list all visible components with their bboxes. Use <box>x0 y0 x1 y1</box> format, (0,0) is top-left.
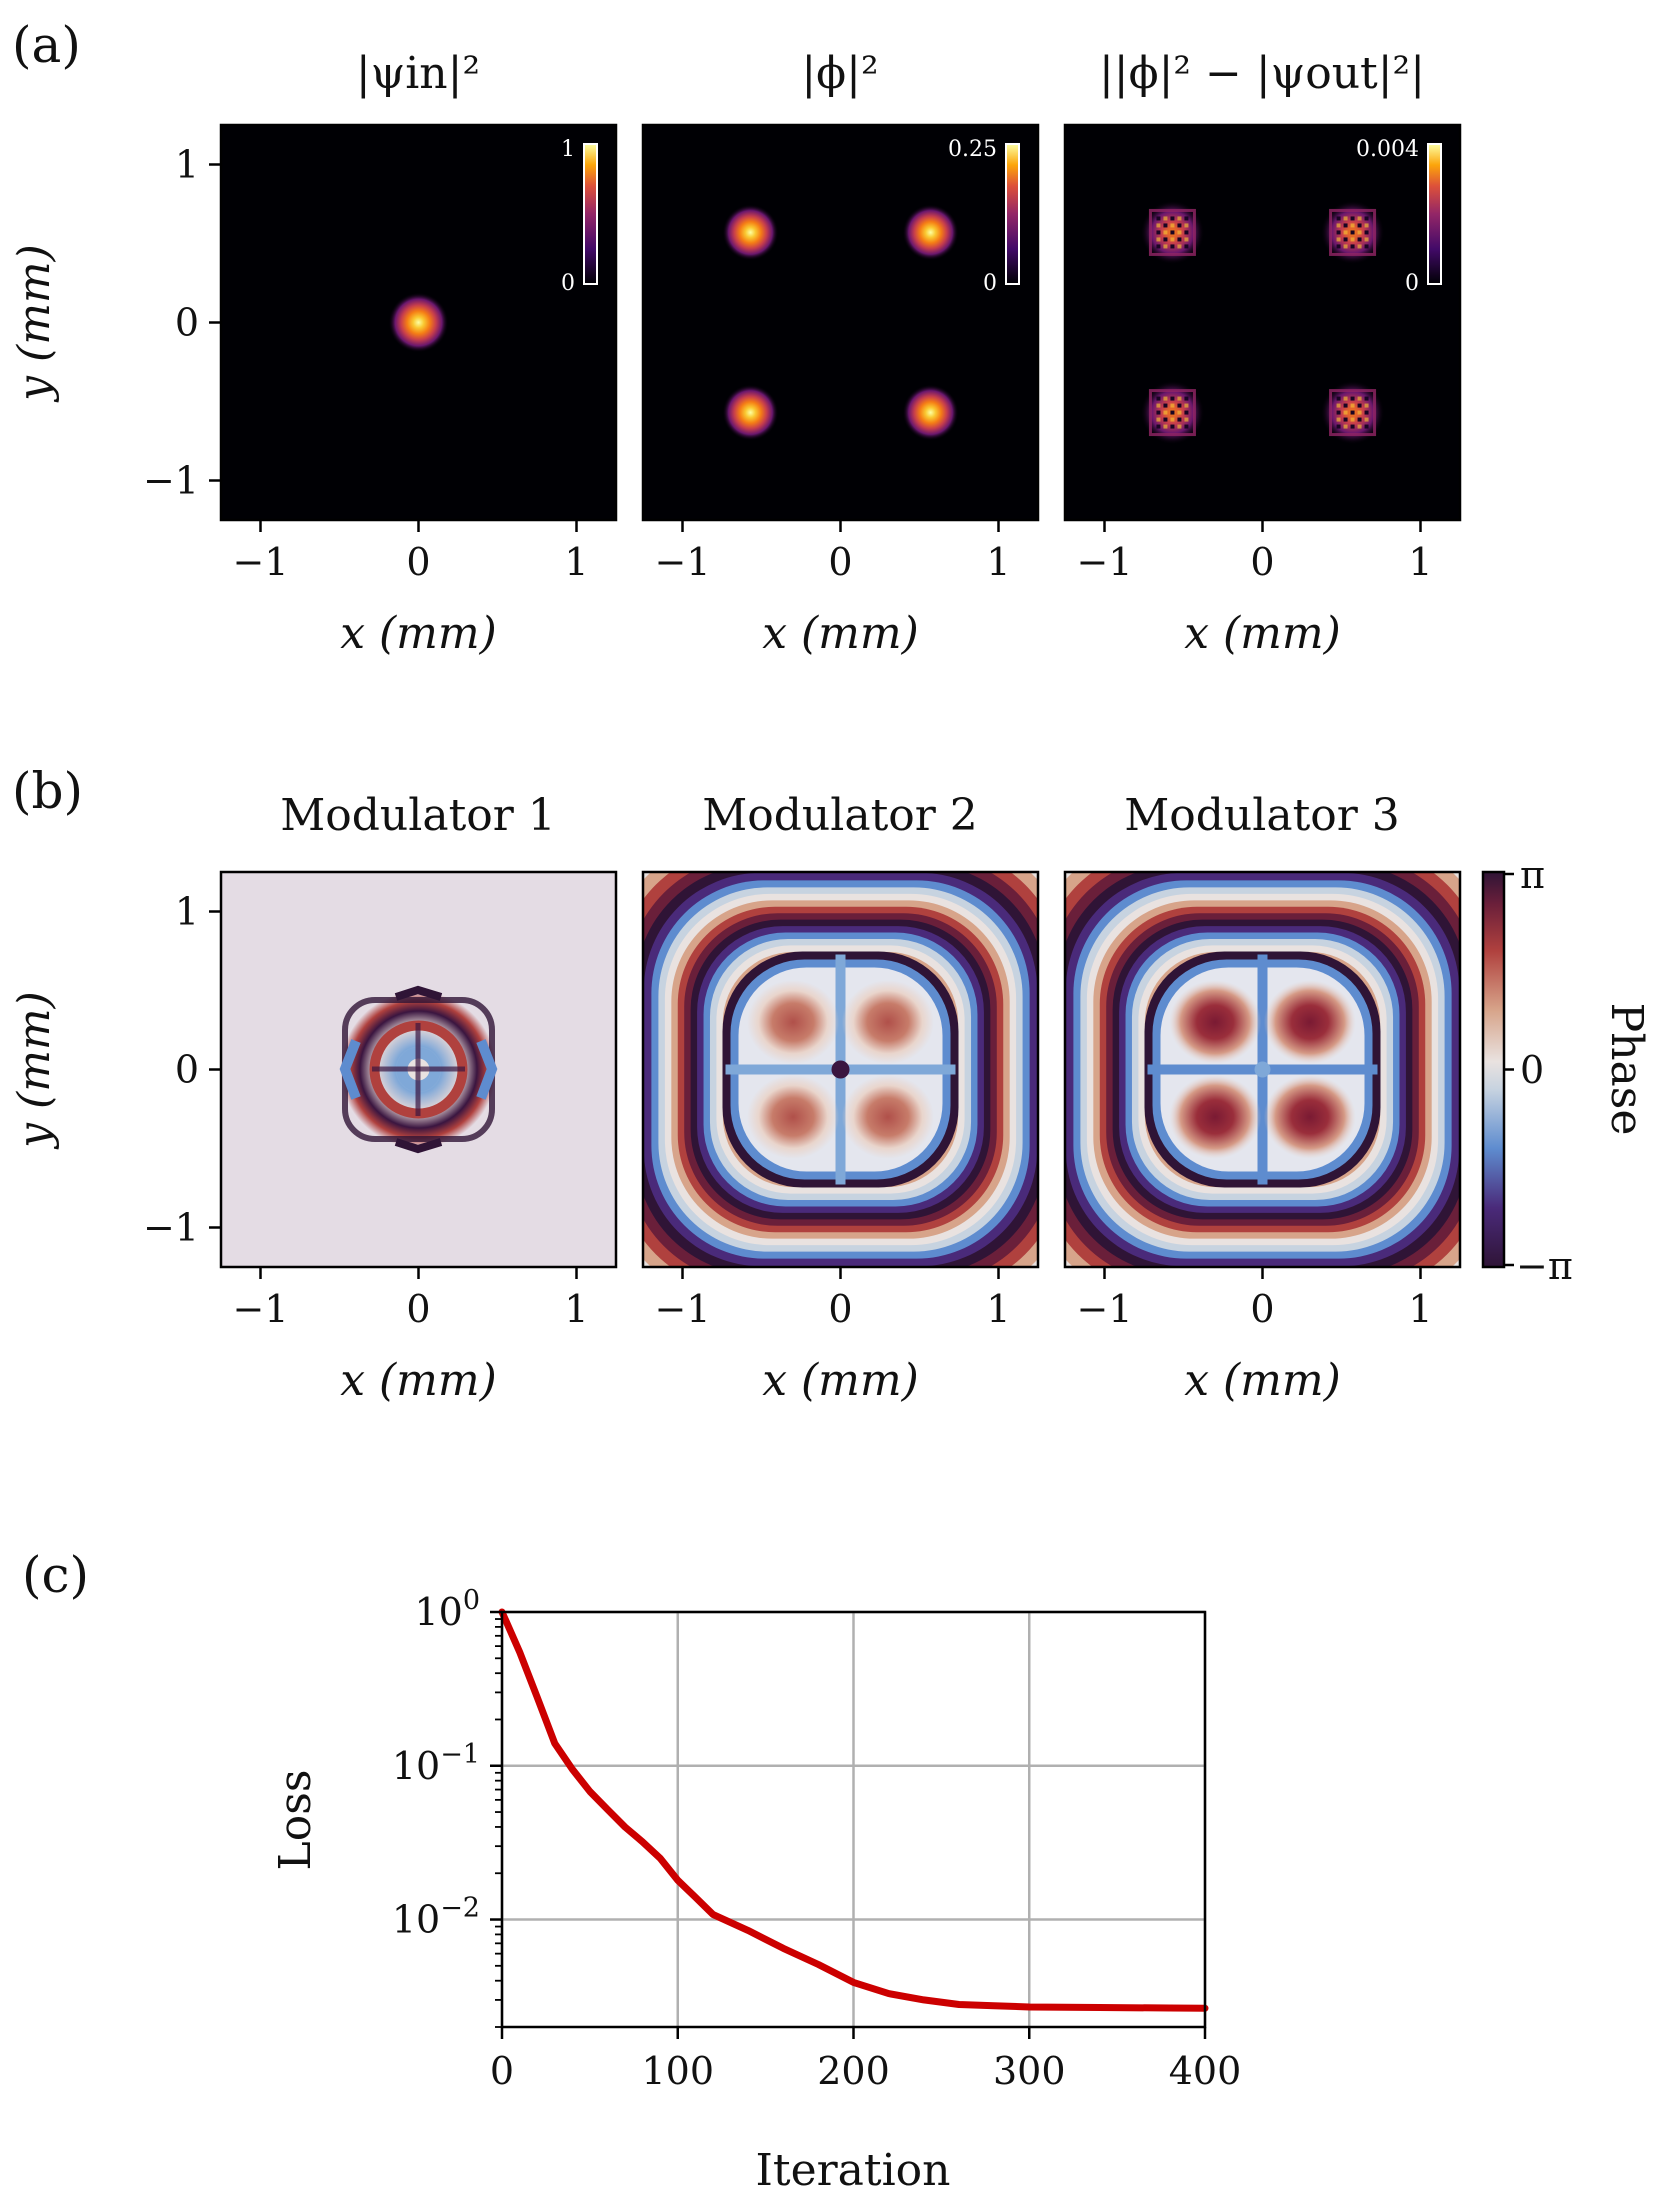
colorbar-max: 1 <box>561 137 575 162</box>
x-axis-label: x (mm) <box>1184 1355 1341 1406</box>
x-tick-label: −1 <box>232 1287 288 1331</box>
colorbar-max: 0.25 <box>948 137 997 162</box>
title-modulator-3: Modulator 3 <box>1124 790 1400 841</box>
x-axis-label: x (mm) <box>762 608 919 659</box>
phase-tick-zero: 0 <box>1520 1048 1544 1092</box>
y-tick-label: 0 <box>175 1048 199 1092</box>
x-tick-label: 0 <box>490 2049 514 2093</box>
phase-tick-neg-pi: −π <box>1516 1244 1573 1288</box>
colorbar-gradient <box>583 143 598 285</box>
colorbar-gradient <box>1005 143 1020 285</box>
x-axis-label: x (mm) <box>762 1355 919 1406</box>
x-tick-label: −1 <box>654 1287 710 1331</box>
colorbar-a1: 1 0 <box>561 137 598 296</box>
panel-label-c: (c) <box>22 1546 89 1604</box>
intensity-spot <box>722 204 779 261</box>
intensity-spot <box>902 384 959 441</box>
x-tick-label: 0 <box>1250 540 1274 584</box>
x-axis-label: x (mm) <box>340 608 497 659</box>
intensity-spot <box>722 384 779 441</box>
phase-lobe <box>1169 980 1262 1065</box>
x-tick-label: 400 <box>1169 2049 1242 2093</box>
heatmap-psi-in <box>221 125 616 520</box>
colorbar-min: 0 <box>1405 271 1419 296</box>
loss-xlabel: Iteration <box>756 2145 951 2193</box>
modulator-1-pattern <box>339 985 498 1154</box>
x-axis-label: x (mm) <box>1184 608 1341 659</box>
phase-lobe <box>1263 980 1356 1065</box>
x-tick-label: −1 <box>654 540 710 584</box>
x-tick-label: 1 <box>1408 1287 1432 1331</box>
heatmap-phi <box>643 125 1038 520</box>
loss-chart: 0 100 200 300 400 100 10−1 10−2 Iteration Loss <box>270 1585 1241 2193</box>
phase-lobe <box>841 980 934 1065</box>
y-tick-label: 10−1 <box>392 1739 480 1788</box>
loss-ylabel: Loss <box>270 1770 321 1871</box>
phase-colorbar-label: Phase <box>1601 1003 1652 1136</box>
y-tick-label: 1 <box>175 143 199 187</box>
heatmap-modulator-2 <box>643 872 1038 1267</box>
speckle-grid <box>1329 389 1377 437</box>
x-tick-label: 300 <box>993 2049 1066 2093</box>
x-tick-label: −1 <box>232 540 288 584</box>
phase-lobe <box>1263 1074 1356 1159</box>
y-axis-label: y (mm) <box>9 991 60 1150</box>
phase-lobe <box>1169 1074 1262 1159</box>
y-tick-label: −1 <box>143 1206 199 1250</box>
x-tick-label: 1 <box>986 540 1010 584</box>
y-tick-label: 0 <box>175 301 199 345</box>
heatmap-modulator-3 <box>1065 872 1460 1267</box>
x-tick-label: 0 <box>828 1287 852 1331</box>
y-tick-label: 100 <box>414 1585 480 1634</box>
heatmap-modulator-1 <box>221 872 616 1267</box>
x-tick-label: 1 <box>1408 540 1432 584</box>
x-tick-label: −1 <box>1076 1287 1132 1331</box>
panel-label-b: (b) <box>12 762 83 820</box>
phase-tick-pi: π <box>1520 853 1545 897</box>
speckle-grid <box>1329 208 1377 256</box>
y-tick-label: 10−2 <box>392 1893 480 1942</box>
colorbar-min: 0 <box>561 271 575 296</box>
heatmap-diff <box>1065 125 1460 520</box>
title-diff: ||ϕ|² − |ψout|²| <box>1099 48 1425 99</box>
y-tick-label: 1 <box>175 890 199 934</box>
phase-colorbar-gradient <box>1481 870 1506 1269</box>
title-modulator-2: Modulator 2 <box>702 790 978 841</box>
x-tick-label: 1 <box>564 540 588 584</box>
loss-curve <box>498 1608 1209 2012</box>
intensity-spot <box>388 292 449 353</box>
x-tick-label: −1 <box>1076 540 1132 584</box>
y-axis-label: y (mm) <box>9 244 60 403</box>
heatmap-background <box>643 125 1038 520</box>
x-tick-label: 100 <box>641 2049 714 2093</box>
speckle-grid <box>1148 389 1196 437</box>
phase-lobe <box>841 1074 934 1159</box>
panel-label-a: (a) <box>12 16 81 74</box>
title-psi-in: |ψin|² <box>356 48 480 99</box>
colorbar-a2: 0.25 0 <box>948 137 1020 296</box>
title-modulator-1: Modulator 1 <box>280 790 556 841</box>
y-tick-label: −1 <box>143 459 199 503</box>
phase-lobe <box>747 1074 840 1159</box>
x-tick-label: 200 <box>817 2049 890 2093</box>
speckle-grid <box>1148 208 1196 256</box>
colorbar-a3: 0.004 0 <box>1356 137 1442 296</box>
phase-lobe <box>747 980 840 1065</box>
title-phi: |ϕ|² <box>801 48 878 99</box>
intensity-spot <box>902 204 959 261</box>
heatmap-background <box>1065 125 1460 520</box>
x-tick-label: 0 <box>406 1287 430 1331</box>
x-tick-label: 0 <box>1250 1287 1274 1331</box>
phase-colorbar: π 0 −π Phase <box>1481 853 1652 1288</box>
x-tick-label: 0 <box>828 540 852 584</box>
x-tick-label: 1 <box>986 1287 1010 1331</box>
x-tick-label: 0 <box>406 540 430 584</box>
colorbar-max: 0.004 <box>1356 137 1419 162</box>
colorbar-gradient <box>1427 143 1442 285</box>
colorbar-min: 0 <box>983 271 997 296</box>
x-axis-label: x (mm) <box>340 1355 497 1406</box>
x-tick-label: 1 <box>564 1287 588 1331</box>
